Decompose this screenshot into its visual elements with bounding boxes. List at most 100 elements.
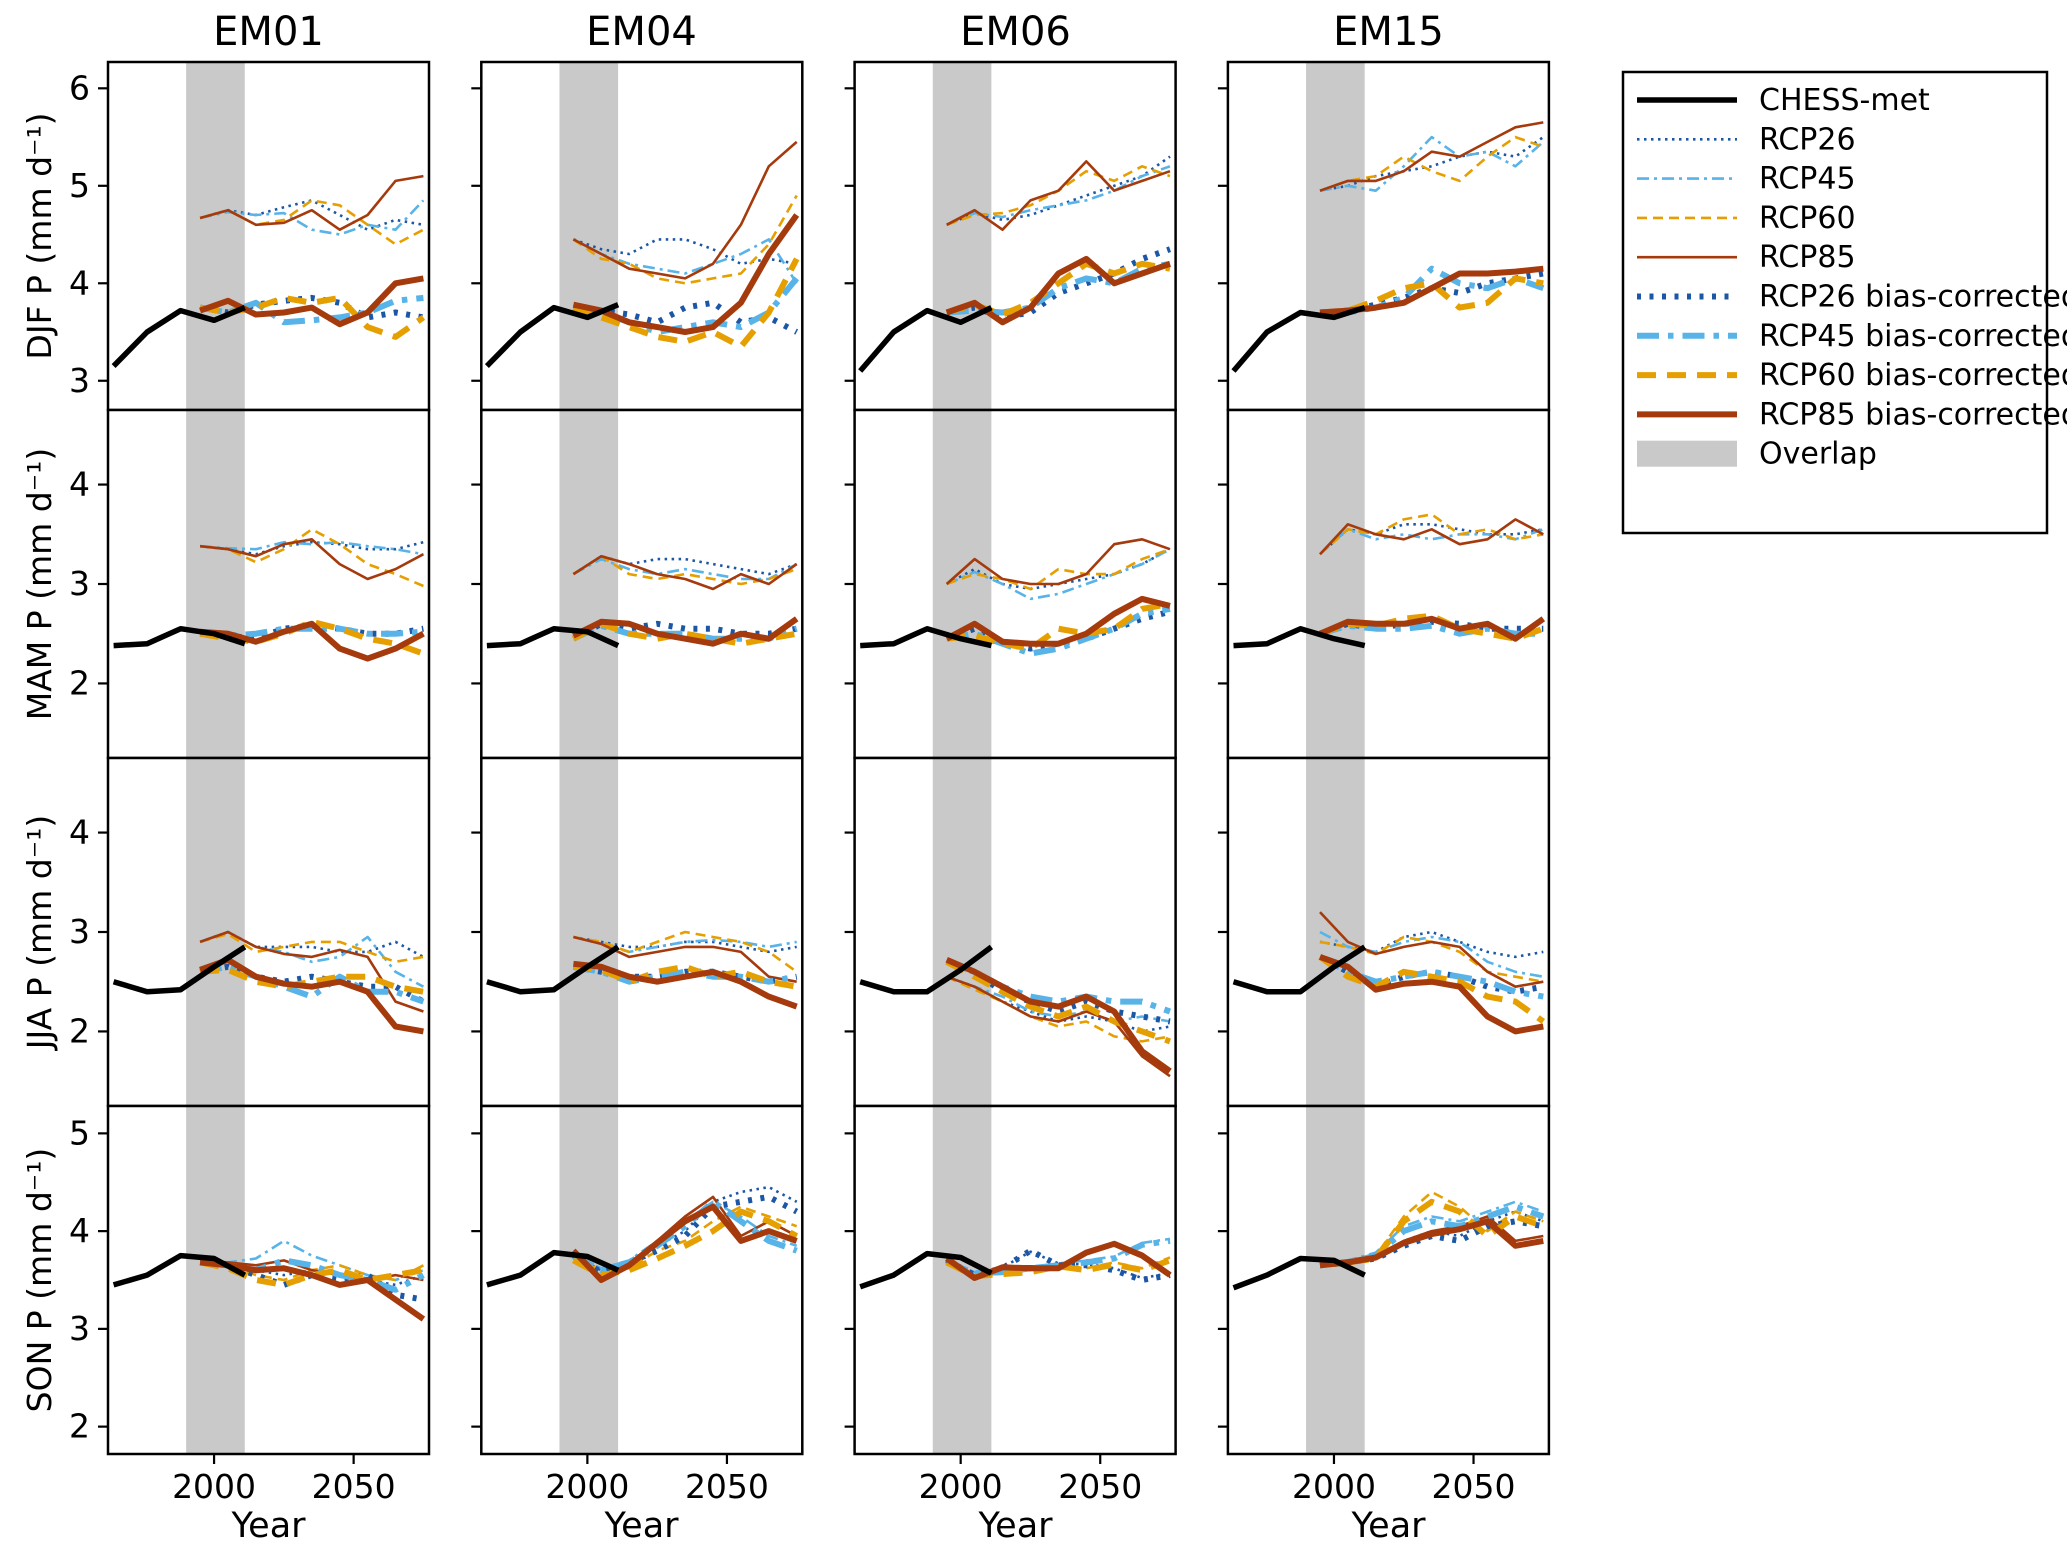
series-line-chess-met bbox=[486, 944, 620, 995]
series-line-rcp45 bbox=[199, 930, 425, 988]
x-tick-label: 2000 bbox=[919, 1467, 1003, 1506]
series-line-chess-met bbox=[111, 305, 246, 369]
x-tick-label: 2050 bbox=[1432, 1467, 1516, 1506]
series-line-rcp45 bbox=[1319, 1200, 1544, 1265]
series-line-rcp45bc bbox=[1320, 265, 1545, 316]
series-line-rcp85bc bbox=[572, 213, 800, 335]
y-tick-label: 4 bbox=[69, 465, 90, 504]
series-line-rcp60bc bbox=[199, 966, 424, 995]
series-line-rcp85bc bbox=[1319, 1218, 1544, 1269]
panel-SON-EM06: 2000 2050 bbox=[844, 1104, 1177, 1506]
legend-label-rcp85bc: RCP85 bias-corrected bbox=[1759, 397, 2067, 432]
series-line-rcp45bc bbox=[572, 276, 800, 335]
panel-border bbox=[480, 1104, 804, 1456]
panel-border bbox=[853, 1104, 1177, 1456]
x-tick-label: 2050 bbox=[312, 1467, 396, 1506]
series-line-rcp45bc bbox=[945, 958, 1172, 1015]
series-line-rcp45 bbox=[946, 165, 1171, 226]
y-axis-label-jja: JJA P (mm d⁻¹) bbox=[20, 814, 59, 1050]
panel-JJA-EM06 bbox=[844, 756, 1177, 1116]
y-tick-label: 3 bbox=[69, 912, 90, 951]
panel-border bbox=[1226, 1104, 1551, 1456]
panel-SON-EM15: 2000 2050 bbox=[1217, 1104, 1551, 1506]
series-line-rcp45 bbox=[572, 557, 798, 581]
x-axis-label-col2: Year bbox=[604, 1506, 679, 1546]
series-line-rcp60bc bbox=[945, 959, 1172, 1045]
panel-DJF-EM04 bbox=[471, 60, 804, 420]
series-line-rcp85bc bbox=[572, 616, 799, 647]
legend: CHESS-met RCP26 RCP45 RCP60 RCP85 RCP26 bias-… bbox=[1621, 70, 2067, 535]
series-line-rcp45bc bbox=[199, 963, 425, 1005]
panel-bg bbox=[1227, 758, 1549, 1106]
panel-JJA-EM01: 2 3 4 bbox=[69, 756, 431, 1116]
series-line-rcp85 bbox=[1319, 518, 1544, 556]
series-line-chess-met bbox=[1233, 625, 1366, 649]
series-line-rcp60 bbox=[946, 547, 1171, 591]
series-line-rcp26 bbox=[199, 199, 424, 231]
overlap-band bbox=[1306, 410, 1365, 758]
series-line-rcp85bc bbox=[1318, 954, 1544, 1035]
legend-label-rcp60bc: RCP60 bias-corrected bbox=[1759, 358, 2067, 393]
series-line-rcp85bc bbox=[199, 620, 425, 662]
y-tick-label: 4 bbox=[69, 263, 90, 302]
y-tick-label: 2 bbox=[69, 1407, 90, 1446]
series-line-chess-met bbox=[1232, 1255, 1366, 1291]
series-line-rcp85 bbox=[199, 537, 425, 581]
series-line-rcp85bc bbox=[199, 956, 424, 1035]
series-line-rcp85bc bbox=[1318, 615, 1546, 642]
series-line-chess-met bbox=[484, 302, 620, 369]
overlap-band bbox=[932, 62, 992, 410]
series-line-chess-met bbox=[1231, 304, 1366, 373]
legend-item-rcp45bc: RCP45 bias-corrected bbox=[1637, 319, 2067, 354]
overlap-band bbox=[186, 758, 245, 1106]
x-tick-label: 2050 bbox=[685, 1467, 769, 1506]
series-line-chess-met bbox=[112, 944, 247, 995]
series-line-rcp26 bbox=[572, 238, 797, 266]
panel-bg bbox=[481, 410, 803, 758]
series-line-rcp26 bbox=[199, 540, 424, 556]
panel-bg bbox=[1227, 410, 1549, 758]
y-tick-label: 2 bbox=[69, 663, 90, 702]
legend-swatch-overlap bbox=[1637, 440, 1737, 467]
overlap-band bbox=[1306, 62, 1365, 410]
panel-bg bbox=[108, 62, 429, 410]
x-tick-label: 2050 bbox=[1058, 1467, 1142, 1506]
series-line-rcp45 bbox=[1319, 930, 1544, 978]
overlap-band bbox=[559, 410, 619, 758]
series-line-rcp60 bbox=[573, 930, 798, 973]
x-tick-label: 2000 bbox=[545, 1467, 629, 1506]
series-line-chess-met bbox=[859, 944, 994, 995]
series-line-chess-met bbox=[858, 305, 993, 373]
legend-label-rcp45: RCP45 bbox=[1759, 162, 1856, 197]
legend-label-overlap: Overlap bbox=[1759, 437, 1877, 472]
series-line-chess-met bbox=[486, 1249, 620, 1288]
overlap-band bbox=[186, 1106, 245, 1454]
panel-bg bbox=[1227, 1106, 1549, 1454]
series-line-rcp85bc bbox=[944, 1240, 1172, 1281]
series-line-rcp85 bbox=[946, 975, 1171, 1078]
series-line-chess-met bbox=[486, 625, 620, 649]
panel-SON-EM01: 2 3 4 5 2000 2050 bbox=[69, 1104, 431, 1506]
series-line-chess-met bbox=[860, 625, 993, 649]
series-line-rcp85bc bbox=[945, 595, 1171, 647]
series-line-rcp85 bbox=[572, 140, 798, 280]
panel-title-em01: EM01 bbox=[213, 9, 324, 55]
series-line-rcp60 bbox=[199, 932, 424, 964]
overlap-band bbox=[932, 1106, 992, 1454]
series-line-rcp45bc bbox=[1319, 1203, 1545, 1269]
panel-DJF-EM15 bbox=[1217, 60, 1551, 420]
panel-border bbox=[106, 1104, 431, 1456]
panel-bg bbox=[854, 62, 1176, 410]
panel-bg bbox=[854, 758, 1176, 1106]
legend-label-rcp26: RCP26 bbox=[1759, 122, 1856, 157]
y-axis-label-mam: MAM P (mm d⁻¹) bbox=[20, 447, 59, 721]
y-tick-label: 6 bbox=[69, 68, 90, 107]
y-tick-label: 4 bbox=[69, 813, 90, 852]
legend-item-rcp85: RCP85 bbox=[1637, 240, 1856, 275]
overlap-band bbox=[559, 62, 619, 410]
series-line-chess-met bbox=[1232, 944, 1367, 995]
legend-label-rcp26bc: RCP26 bias-corrected bbox=[1759, 280, 2067, 315]
series-line-chess-met bbox=[113, 625, 246, 649]
panel-MAM-EM15 bbox=[1217, 408, 1551, 768]
series-line-chess-met bbox=[859, 1250, 993, 1290]
